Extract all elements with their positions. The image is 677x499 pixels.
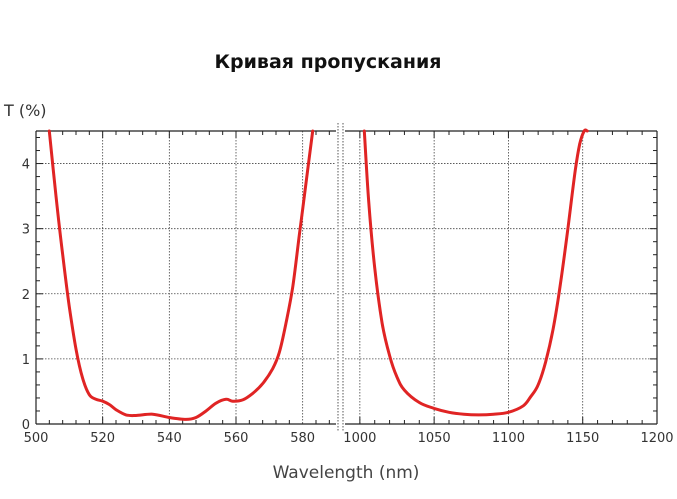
x-tick-label: 540 bbox=[157, 431, 182, 446]
x-tick-label: 500 bbox=[24, 431, 49, 446]
y-tick-label: 1 bbox=[22, 353, 30, 368]
y-tick-label: 3 bbox=[22, 223, 30, 238]
tick-layer bbox=[35, 131, 657, 425]
grid-layer bbox=[36, 131, 657, 424]
x-tick-label: 1200 bbox=[640, 431, 673, 446]
x-tick-label: 520 bbox=[90, 431, 115, 446]
chart-title: Кривая пропускания bbox=[214, 51, 441, 73]
x-tick-label: 560 bbox=[224, 431, 249, 446]
y-tick-label: 2 bbox=[22, 288, 30, 303]
transmission-curve bbox=[362, 128, 589, 417]
tick-label-layer: 500 520 540 560 580 1000 1050 1100 1150 1200 0 1 2 3 4 bbox=[22, 158, 674, 446]
x-tick-label: 1150 bbox=[566, 431, 599, 446]
x-tick-label: 1000 bbox=[343, 431, 376, 446]
x-tick-label: 1100 bbox=[492, 431, 525, 446]
x-tick-label: 580 bbox=[290, 431, 315, 446]
curve-layer bbox=[47, 128, 589, 421]
y-axis-label: T (%) bbox=[3, 101, 47, 120]
x-tick-label: 1050 bbox=[418, 431, 451, 446]
x-axis-label: Wavelength (nm) bbox=[273, 463, 420, 483]
y-tick-label: 0 bbox=[22, 418, 30, 433]
y-tick-label: 4 bbox=[22, 158, 30, 173]
frame-layer bbox=[35, 123, 658, 432]
transmission-curve bbox=[47, 129, 315, 421]
